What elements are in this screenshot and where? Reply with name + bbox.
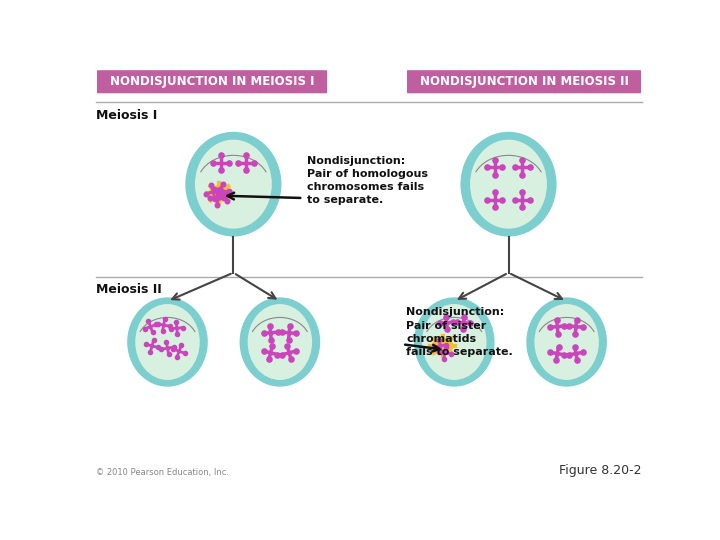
Ellipse shape <box>240 298 320 387</box>
Ellipse shape <box>248 304 312 380</box>
Ellipse shape <box>185 132 282 237</box>
FancyBboxPatch shape <box>97 70 327 93</box>
Ellipse shape <box>135 304 199 380</box>
Ellipse shape <box>432 338 454 354</box>
Text: Meiosis I: Meiosis I <box>96 110 158 123</box>
Ellipse shape <box>534 304 599 380</box>
Text: NONDISJUNCTION IN MEIOSIS II: NONDISJUNCTION IN MEIOSIS II <box>420 75 629 88</box>
Ellipse shape <box>461 132 557 237</box>
Text: Nondisjunction:
Pair of homologous
chromosomes fails
to separate.: Nondisjunction: Pair of homologous chrom… <box>307 156 428 205</box>
Ellipse shape <box>209 185 230 202</box>
Text: Nondisjunction:
Pair of sister
chromatids
fails to separate.: Nondisjunction: Pair of sister chromatid… <box>406 307 513 357</box>
Ellipse shape <box>195 140 272 228</box>
Ellipse shape <box>414 298 495 387</box>
Text: Figure 8.20-2: Figure 8.20-2 <box>559 464 642 477</box>
Ellipse shape <box>526 298 607 387</box>
FancyBboxPatch shape <box>407 70 641 93</box>
Text: © 2010 Pearson Education, Inc.: © 2010 Pearson Education, Inc. <box>96 468 229 477</box>
Text: Meiosis II: Meiosis II <box>96 283 162 296</box>
Ellipse shape <box>422 304 487 380</box>
Text: NONDISJUNCTION IN MEIOSIS I: NONDISJUNCTION IN MEIOSIS I <box>110 75 315 88</box>
Ellipse shape <box>470 140 547 228</box>
Ellipse shape <box>127 298 208 387</box>
